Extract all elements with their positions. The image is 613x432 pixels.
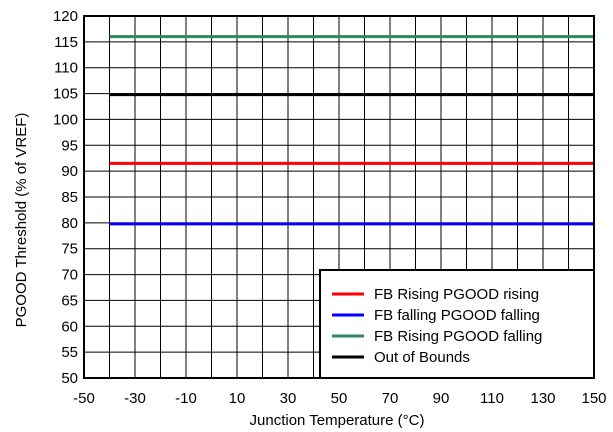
y-tick-label: 95 [61, 137, 78, 154]
series-lines [109, 35, 594, 226]
y-tick-label: 85 [61, 189, 78, 206]
legend-label: FB falling PGOOD falling [374, 307, 540, 324]
y-tick-label: 70 [61, 267, 78, 284]
y-tick-label: 105 [53, 86, 78, 103]
x-tick-label: 70 [382, 390, 399, 407]
legend: FB Rising PGOOD rising FB falling PGOOD f… [319, 269, 595, 379]
x-tick-label: 110 [480, 390, 504, 407]
y-tick-label: 110 [54, 60, 78, 77]
y-tick-label: 80 [61, 215, 78, 232]
x-tick-label: -50 [73, 390, 95, 407]
x-tick-label: 30 [280, 390, 297, 407]
y-tick-label: 55 [61, 344, 78, 361]
x-tick-label: -30 [124, 390, 146, 407]
x-tick-label: 130 [530, 390, 555, 407]
y-tick-label: 75 [61, 241, 78, 258]
y-tick-label: 120 [53, 8, 78, 25]
x-tick-label: 50 [331, 390, 348, 407]
x-tick-label: -10 [175, 390, 197, 407]
legend-label: Out of Bounds [374, 349, 470, 366]
tick-labels: -50 -30 -10 10 30 50 70 90 110 130 150 50 55 60 65 70 75… [53, 8, 607, 407]
legend-box [319, 269, 595, 379]
y-tick-label: 100 [53, 111, 78, 128]
x-tick-label: 150 [581, 390, 606, 407]
x-tick-label: 90 [433, 390, 450, 407]
legend-label: FB Rising PGOOD rising [374, 286, 539, 303]
y-axis-label: PGOOD Threshold (% of VREF) [13, 113, 30, 328]
x-tick-label: 10 [229, 390, 246, 407]
y-tick-label: 50 [61, 370, 78, 387]
y-tick-label: 65 [61, 292, 78, 309]
y-tick-label: 90 [61, 163, 78, 180]
y-tick-label: 115 [54, 34, 78, 51]
legend-label: FB Rising PGOOD falling [374, 328, 542, 345]
y-tick-label: 60 [61, 318, 78, 335]
x-axis-label: Junction Temperature (°C) [250, 412, 425, 429]
